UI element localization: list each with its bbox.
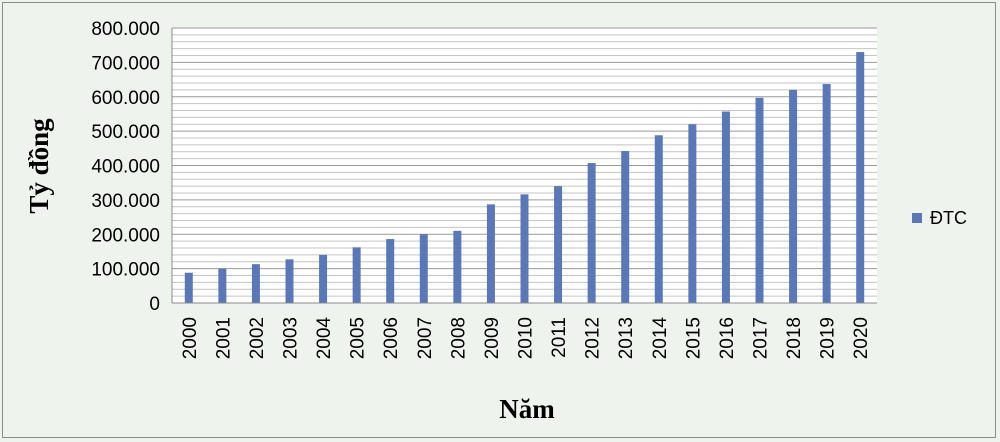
bars <box>184 52 865 303</box>
bar <box>386 239 395 303</box>
y-tick-label: 800.000 <box>91 19 160 40</box>
x-tick-label: 2009 <box>482 317 503 359</box>
y-tick-label: 700.000 <box>91 53 160 74</box>
x-tick-label: 2001 <box>213 317 234 359</box>
y-tick-label: 100.000 <box>91 260 160 281</box>
x-axis-ticks: 2000 2001 2002 2003 2004 2005 2006 2007 2008 2009… <box>180 317 872 360</box>
y-tick-label: 200.000 <box>91 225 160 246</box>
bar <box>688 124 697 303</box>
legend: ĐTC <box>912 208 967 228</box>
bar <box>352 247 361 303</box>
x-tick-label: 2013 <box>616 317 637 359</box>
bar <box>251 264 260 303</box>
x-tick-label: 2000 <box>180 317 201 359</box>
bar <box>419 234 428 303</box>
bar <box>621 151 630 303</box>
y-tick-label: 500.000 <box>91 122 160 143</box>
x-tick-label: 2005 <box>348 317 369 359</box>
y-axis-title: Tỷ đồng <box>24 118 54 214</box>
y-tick-label: 0 <box>149 294 160 315</box>
bar <box>453 230 462 303</box>
y-axis-ticks: 0 100.000 200.000 300.000 400.000 500.000 600.… <box>91 19 160 315</box>
bar <box>755 97 764 303</box>
legend-label: ĐTC <box>930 208 967 228</box>
bar <box>789 89 798 303</box>
x-tick-label: 2012 <box>583 317 604 359</box>
legend-swatch <box>912 213 922 223</box>
x-tick-label: 2003 <box>281 317 302 359</box>
bar <box>856 52 865 303</box>
x-tick-label: 2010 <box>516 317 537 359</box>
x-tick-label: 2006 <box>381 317 402 359</box>
x-tick-label: 2004 <box>314 317 335 360</box>
x-tick-label: 2015 <box>683 317 704 359</box>
bar <box>486 204 495 303</box>
bar <box>721 111 730 303</box>
x-tick-label: 2020 <box>851 317 872 359</box>
y-tick-label: 400.000 <box>91 157 160 178</box>
bar <box>520 194 529 303</box>
x-tick-label: 2019 <box>818 317 839 359</box>
x-axis-title: Năm <box>499 394 555 424</box>
x-tick-label: 2018 <box>784 317 805 359</box>
bar <box>654 135 663 303</box>
x-tick-label: 2002 <box>247 317 268 359</box>
bar <box>822 84 831 303</box>
x-tick-label: 2016 <box>717 317 738 359</box>
x-tick-label: 2014 <box>650 317 671 360</box>
bar <box>285 259 294 303</box>
y-tick-label: 600.000 <box>91 88 160 109</box>
bar <box>554 186 563 303</box>
bar <box>184 272 193 303</box>
y-tick-label: 300.000 <box>91 191 160 212</box>
x-tick-label: 2011 <box>549 317 570 358</box>
bar <box>319 254 328 303</box>
bar <box>587 163 596 303</box>
x-tick-label: 2008 <box>448 317 469 359</box>
bar <box>218 268 227 303</box>
x-tick-label: 2007 <box>415 317 436 359</box>
x-tick-label: 2017 <box>751 317 772 359</box>
